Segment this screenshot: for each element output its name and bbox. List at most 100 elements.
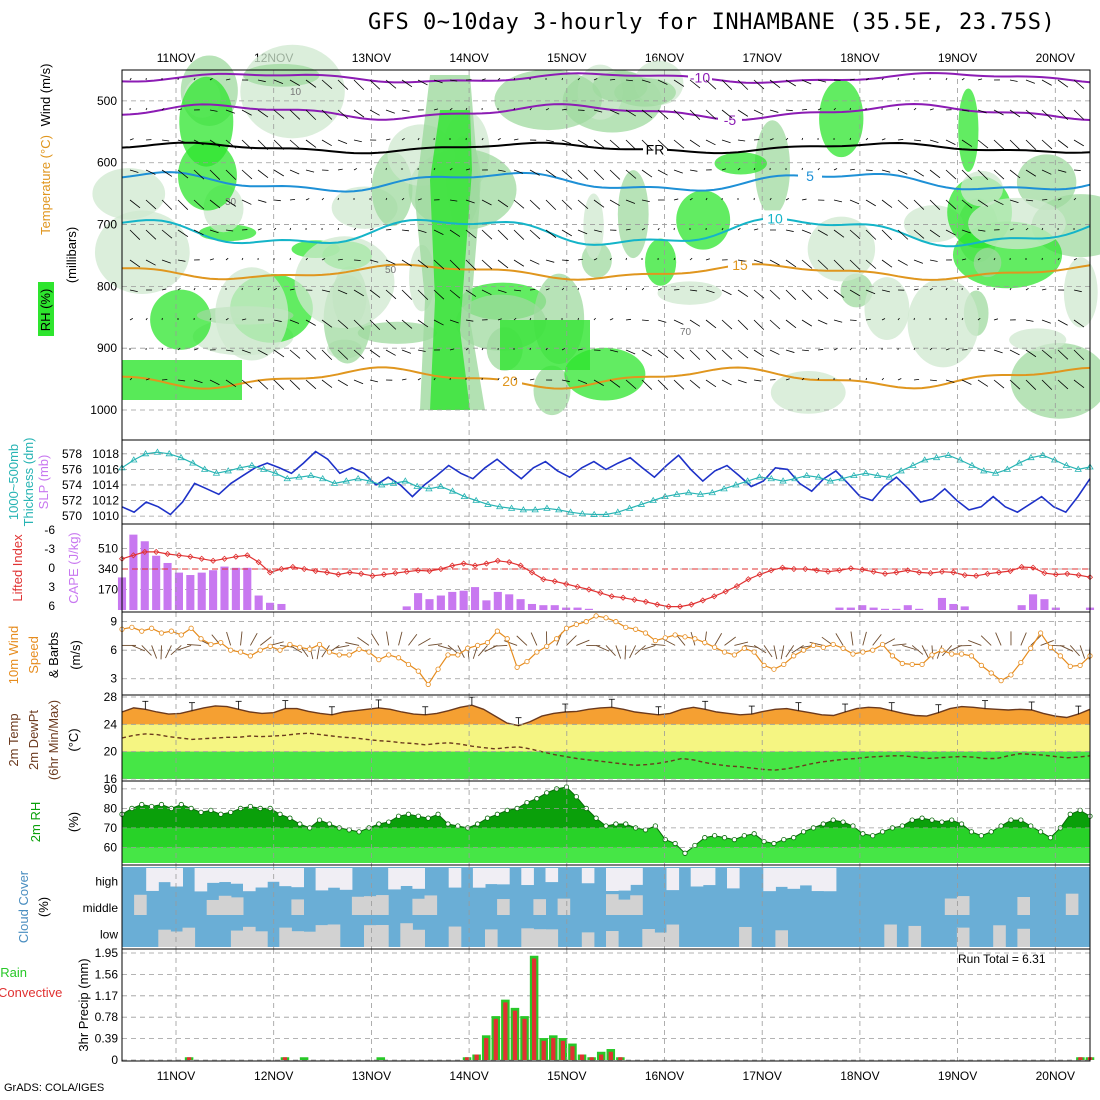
wind-speed-point bbox=[820, 644, 826, 650]
wind-barb bbox=[513, 289, 522, 292]
cloud-high-cell bbox=[666, 868, 680, 891]
wind-barb bbox=[593, 229, 603, 233]
wind-barb bbox=[929, 379, 937, 382]
rh-shade bbox=[294, 236, 395, 329]
wind-barb bbox=[897, 169, 908, 175]
li-point bbox=[141, 548, 148, 555]
rh2m-point bbox=[820, 821, 826, 827]
wind-barb bbox=[1079, 645, 1086, 659]
thickness-point bbox=[295, 473, 303, 480]
wind-barb bbox=[481, 229, 493, 240]
rh2m-point bbox=[425, 815, 431, 821]
wind-barb bbox=[948, 645, 962, 652]
wind-barb bbox=[503, 640, 518, 646]
precip-conv-bar bbox=[541, 1040, 546, 1060]
wind-barb bbox=[353, 289, 364, 297]
wind-barb bbox=[833, 319, 843, 323]
wind-barb bbox=[369, 349, 381, 358]
wind-barb bbox=[1057, 169, 1067, 173]
rh2m-point bbox=[474, 821, 481, 827]
li-point bbox=[335, 571, 342, 578]
wind-barb bbox=[593, 199, 605, 208]
wind-barb bbox=[769, 319, 781, 330]
wind-barb bbox=[968, 639, 982, 646]
wind-speed-point bbox=[1047, 644, 1054, 650]
li-point bbox=[494, 557, 501, 564]
wind-barb bbox=[657, 227, 660, 231]
wind-barb bbox=[417, 378, 421, 381]
wind-barb bbox=[753, 109, 764, 115]
wind-barb bbox=[225, 169, 237, 180]
wind-barb bbox=[513, 77, 516, 81]
wind-speed-point bbox=[168, 628, 174, 634]
wind-barb bbox=[913, 378, 920, 381]
date-label-top: 20NOV bbox=[1036, 51, 1075, 65]
wind-barb bbox=[629, 645, 637, 659]
wind-speed-point bbox=[415, 668, 421, 674]
precip-total-bar bbox=[299, 1057, 309, 1060]
cloud-low-cell bbox=[279, 927, 292, 947]
cape-bar bbox=[231, 567, 240, 610]
wind-speed-point bbox=[218, 639, 224, 646]
wind-barb bbox=[1020, 632, 1027, 646]
wind-barb bbox=[865, 78, 870, 81]
wind-barb bbox=[913, 259, 924, 264]
wind-barb bbox=[1009, 199, 1019, 204]
date-label-top: 11NOV bbox=[157, 51, 195, 65]
wind-barb bbox=[634, 645, 646, 655]
rh2m-point bbox=[1038, 829, 1044, 835]
wind-speed-point bbox=[958, 651, 965, 657]
wind-barb bbox=[791, 645, 804, 654]
wind-barb bbox=[593, 379, 604, 386]
cape-bar bbox=[425, 599, 434, 610]
rh-shade bbox=[94, 210, 190, 294]
wind-barb bbox=[625, 109, 637, 117]
thickness-point bbox=[307, 471, 315, 478]
wind-barb bbox=[449, 167, 453, 171]
wind-speed-point bbox=[702, 639, 708, 646]
wind-speed-point bbox=[504, 636, 510, 642]
minmax-axis-label: (6hr Min/Max) bbox=[46, 700, 61, 780]
cape-bar bbox=[186, 575, 195, 610]
wind-speed-point bbox=[1018, 659, 1024, 666]
li-point bbox=[1029, 564, 1037, 571]
wind-barb bbox=[849, 199, 860, 205]
wind-barb bbox=[545, 139, 554, 143]
wind-barb bbox=[593, 317, 596, 321]
wind-barb bbox=[1009, 379, 1021, 390]
wind-barb bbox=[993, 109, 1004, 116]
wind-barb bbox=[187, 643, 202, 646]
cloud-middle-cell bbox=[206, 899, 220, 915]
wind-barb bbox=[305, 349, 317, 360]
wind-barb bbox=[141, 645, 152, 656]
wind-speed-point bbox=[455, 652, 461, 658]
li-point bbox=[471, 562, 479, 569]
wind-speed-point bbox=[791, 653, 797, 659]
li-point bbox=[665, 603, 672, 610]
wind-barb bbox=[801, 319, 813, 327]
wind-barb bbox=[477, 645, 488, 657]
wind-barb bbox=[1025, 319, 1034, 322]
wind-barb bbox=[865, 229, 877, 240]
wind-barb bbox=[641, 644, 656, 651]
wind-barb bbox=[481, 347, 484, 351]
isotherm-label-bg bbox=[718, 111, 742, 126]
wind-barb bbox=[942, 645, 953, 657]
cape-bar bbox=[1040, 599, 1049, 610]
li-point bbox=[722, 588, 729, 595]
wind-speed-point bbox=[988, 670, 994, 676]
rh2m-point bbox=[870, 833, 876, 839]
wind-barb bbox=[161, 259, 171, 264]
thickness-point bbox=[637, 500, 646, 507]
li-point bbox=[938, 568, 946, 575]
rh2m-point bbox=[692, 842, 698, 849]
rh-contour-label: 10 bbox=[290, 87, 302, 98]
wind-speed-point bbox=[939, 647, 945, 653]
wind-barb bbox=[785, 319, 797, 329]
li-point bbox=[244, 552, 251, 559]
li-point bbox=[961, 572, 968, 579]
wind-barb bbox=[337, 349, 349, 360]
wind-barb bbox=[721, 168, 726, 171]
wind-barb bbox=[892, 643, 907, 646]
wind-barb bbox=[881, 229, 893, 241]
